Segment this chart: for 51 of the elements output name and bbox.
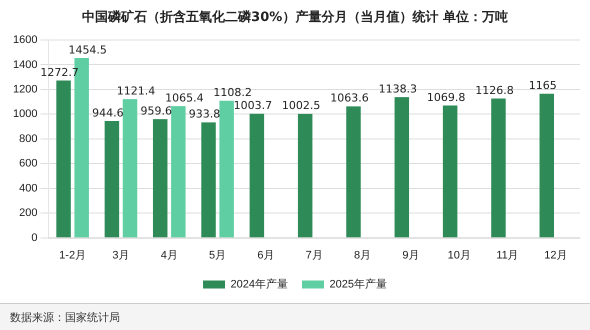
data-label: 1063.6: [330, 92, 369, 105]
legend-label: 2025年产量: [330, 278, 387, 291]
chart-title: 中国磷矿石（折含五氧化二磷30%）产量分月（当月值）统计 单位：万吨: [81, 8, 509, 26]
y-tick-label: 800: [19, 132, 38, 145]
bar: [394, 97, 410, 238]
data-label: 1165: [528, 79, 557, 92]
data-label: 1126.8: [475, 84, 514, 97]
y-tick-label: 200: [19, 207, 38, 220]
bar: [491, 98, 506, 238]
bar: [346, 106, 361, 238]
bar: [219, 100, 234, 238]
legend-label: 2024年产量: [230, 278, 288, 291]
x-tick-label: 11月: [496, 249, 519, 262]
x-tick-label: 3月: [112, 249, 130, 262]
x-tick-label: 12月: [544, 249, 568, 262]
y-tick-label: 600: [19, 158, 38, 170]
bar: [104, 121, 120, 238]
x-tick-label: 1-2月: [59, 249, 86, 262]
data-label: 1069.8: [426, 90, 466, 104]
y-tick-label: 1200: [12, 83, 38, 96]
bar: [152, 119, 168, 238]
y-tick-label: 1600: [12, 34, 38, 46]
bar: [122, 99, 138, 238]
x-tick-label: 7月: [306, 249, 323, 262]
y-tick-label: 1400: [12, 58, 38, 71]
x-tick-label: 8月: [354, 249, 372, 262]
x-tick-label: 5月: [209, 249, 226, 262]
data-label: 944.6: [92, 106, 124, 120]
data-label: 1003.7: [234, 99, 272, 112]
bar: [56, 80, 71, 238]
data-label: 933.8: [188, 108, 220, 121]
data-label: 1121.4: [116, 84, 156, 98]
source-note: 数据来源：国家统计局: [10, 310, 120, 325]
bar: [171, 106, 186, 238]
bar: [250, 114, 264, 238]
bar: [201, 122, 216, 238]
data-label: 1002.5: [282, 99, 320, 112]
x-tick-label: 4月: [160, 249, 178, 262]
x-tick-label: 10月: [448, 249, 471, 262]
data-label: 1065.4: [165, 91, 204, 104]
data-label: 1454.5: [68, 43, 107, 56]
bar: [540, 94, 554, 238]
data-label: 1108.2: [213, 86, 252, 100]
bar: [442, 106, 458, 238]
data-label: 1138.3: [378, 82, 418, 96]
bar: [298, 114, 312, 238]
y-tick-label: 0: [31, 232, 38, 244]
y-tick-label: 400: [19, 182, 38, 194]
y-tick-label: 1000: [12, 108, 38, 120]
x-tick-label: 6月: [257, 249, 274, 262]
x-tick-label: 9月: [402, 249, 420, 262]
